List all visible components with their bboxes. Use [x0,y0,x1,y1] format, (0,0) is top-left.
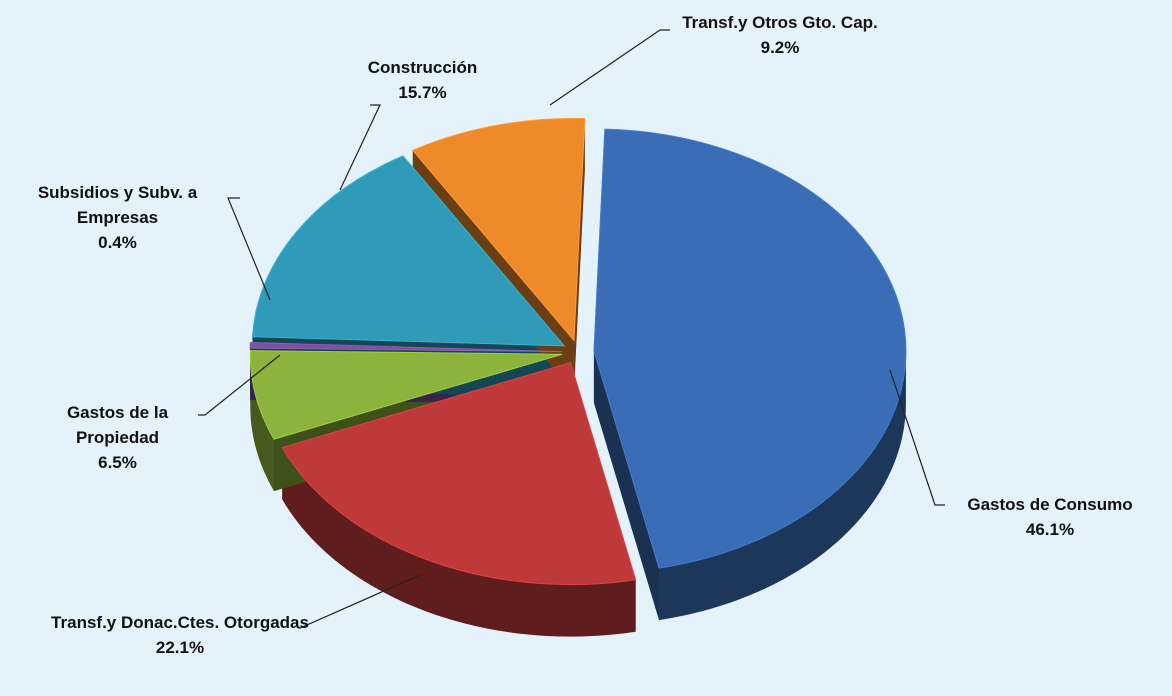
slice-side [282,447,636,637]
slice [411,117,586,342]
value-label: 22.1% [155,638,205,657]
slice-side [659,350,906,621]
category-label: Gastos de Consumo [967,495,1133,514]
value-label: 6.5% [98,453,137,472]
leader-line [298,574,421,629]
category-label: Transf.y Donac.Ctes. Otorgadas [51,613,309,632]
leader-line [227,197,271,301]
leader-line [549,29,670,106]
slice-label: Transf.y Donac.Ctes. Otorgadas 22.1% [50,610,310,660]
slice-wall [593,350,660,621]
slice [251,155,566,347]
slice-label: Subsidios y Subv. a Empresas 0.4% [0,180,235,255]
slice [281,362,637,586]
value-label: 9.2% [760,38,800,57]
slice-side [250,354,274,492]
slice-wall [573,118,585,393]
slice [249,342,563,353]
value-label: 0.4% [98,233,137,252]
category-label: Gastos de la Propiedad [66,403,169,447]
slice-label: Construcción 15.7% [340,55,505,105]
slice-label: Gastos de la Propiedad 6.5% [35,400,200,475]
slice [249,350,563,440]
category-label: Subsidios y Subv. a Empresas [37,183,198,227]
slice-label: Transf.y Otros Gto. Cap. 9.2% [660,10,900,60]
leader-line [198,354,281,416]
value-label: 15.7% [398,83,447,102]
leader-line [889,369,945,506]
value-label: 46.1% [1025,520,1075,539]
category-label: Transf.y Otros Gto. Cap. [682,13,878,32]
category-label: Construcción [367,58,478,77]
slice-label: Gastos de Consumo 46.1% [935,492,1165,542]
slice [593,128,907,569]
leader-line [339,104,381,191]
